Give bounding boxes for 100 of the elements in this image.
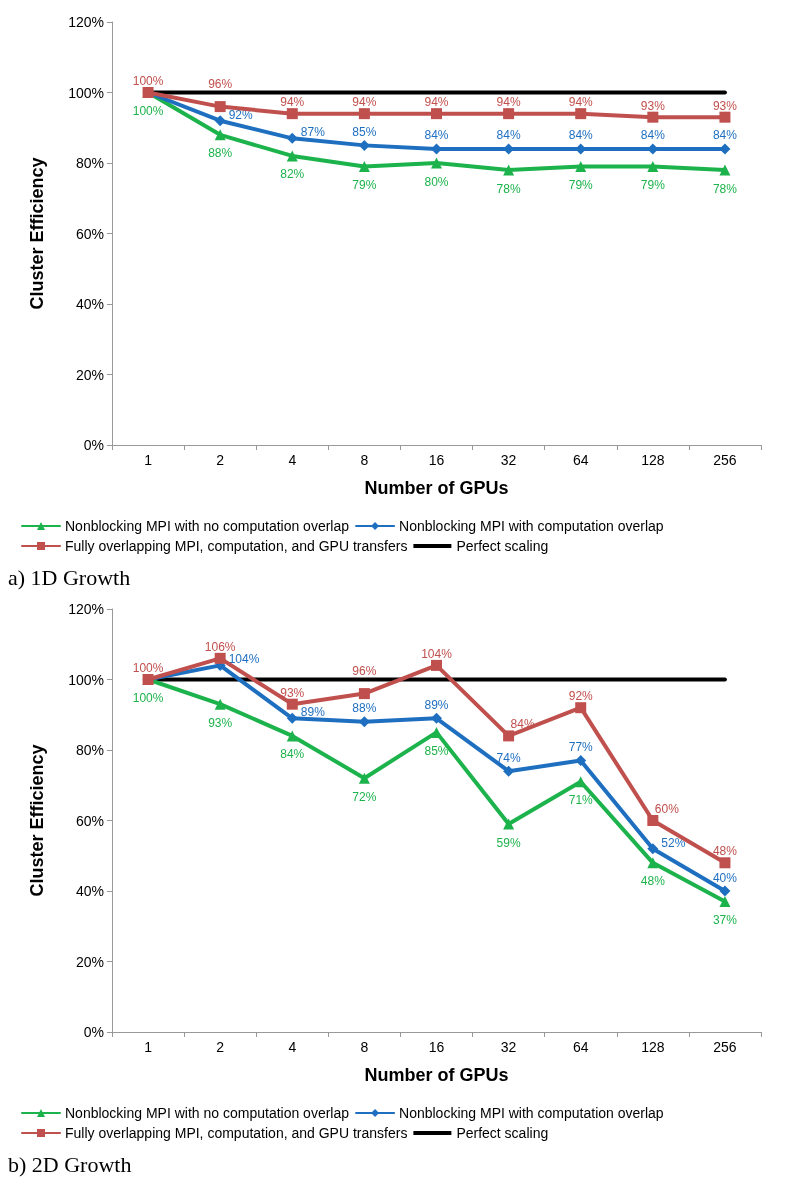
data-label: 60% — [654, 802, 680, 816]
data-label: 74% — [496, 750, 521, 765]
data-label: 104% — [228, 652, 260, 667]
data-label: 52% — [661, 835, 686, 850]
data-label: 96% — [208, 77, 233, 91]
x-tick-label: 2 — [216, 452, 225, 468]
data-label: 93% — [712, 98, 738, 113]
point — [575, 108, 587, 120]
x-tick-label: 32 — [500, 1039, 517, 1055]
legend-label: Nonblocking MPI with no computation overlap — [65, 518, 350, 534]
x-tick-label: 256 — [713, 1039, 737, 1055]
y-tick-label: 60% — [75, 812, 104, 829]
data-label: 87% — [300, 125, 326, 140]
x-tick-label: 2 — [216, 1039, 225, 1055]
x-tick-label: 8 — [360, 452, 369, 468]
point — [503, 730, 515, 742]
data-label: 88% — [208, 146, 233, 161]
point — [503, 164, 515, 176]
data-label: 85% — [424, 743, 449, 758]
x-tick-label: 4 — [288, 452, 297, 468]
data-label: 94% — [424, 95, 449, 110]
y-tick-label: 40% — [75, 296, 104, 312]
data-label: 100% — [132, 691, 164, 705]
text: a) 1D Growth — [8, 564, 131, 590]
data-label: 94% — [280, 95, 305, 110]
data-label: 104% — [421, 646, 453, 661]
point — [647, 857, 659, 869]
data-label: 84% — [424, 128, 449, 143]
x-axis-title: Number of GPUs — [364, 1065, 509, 1085]
data-label: 71% — [568, 793, 594, 808]
point — [503, 765, 515, 777]
y-tick-label: 0% — [83, 437, 104, 453]
data-label: 93% — [208, 715, 233, 730]
point — [503, 818, 515, 830]
point — [431, 157, 442, 169]
text: b) 2D Growth — [8, 1151, 132, 1177]
data-label: 78% — [712, 181, 738, 196]
legend-label: Nonblocking MPI with computation overlap — [399, 1105, 664, 1121]
data-label: 100% — [132, 74, 164, 88]
point — [719, 885, 731, 897]
data-label: 79% — [640, 178, 666, 193]
data-label: 84% — [712, 128, 738, 143]
legend-label: Fully overlapping MPI, computation, and GPU transfers — [65, 538, 408, 554]
y-tick-label: 20% — [75, 953, 104, 970]
point — [358, 161, 370, 173]
data-label: 85% — [352, 124, 377, 139]
point — [647, 111, 659, 123]
point — [358, 688, 370, 700]
point — [431, 712, 442, 724]
y-tick-label: 60% — [75, 225, 104, 242]
point — [286, 730, 298, 742]
point — [286, 132, 298, 144]
data-label: 84% — [568, 128, 594, 143]
point — [575, 161, 587, 173]
x-tick-label: 1 — [144, 452, 153, 468]
point — [214, 652, 226, 664]
y-tick-label: 100% — [68, 671, 104, 688]
x-axis-title: Number of GPUs — [364, 478, 509, 498]
data-label: 92% — [228, 107, 254, 122]
point — [214, 115, 226, 127]
point — [719, 111, 731, 123]
data-label: 37% — [712, 913, 738, 928]
point — [719, 857, 731, 869]
point — [647, 843, 659, 855]
x-tick-label: 64 — [572, 452, 589, 468]
x-tick-label: 16 — [428, 1039, 445, 1055]
data-label: 48% — [712, 844, 738, 859]
data-label: 84% — [640, 128, 666, 143]
data-label: 89% — [300, 705, 326, 720]
y-axis-title: Cluster Efficiency — [27, 157, 47, 310]
data-label: 92% — [568, 689, 594, 704]
point — [286, 150, 298, 162]
data-label: 94% — [568, 95, 594, 110]
y-tick-label: 120% — [68, 14, 104, 30]
data-label: 78% — [496, 181, 521, 196]
x-tick-label: 32 — [500, 452, 517, 468]
point — [358, 108, 370, 120]
x-tick-label: 1 — [144, 1039, 153, 1055]
data-label: 89% — [424, 697, 449, 712]
x-tick-label: 8 — [360, 1039, 369, 1055]
data-label: 100% — [132, 661, 164, 675]
data-label: 106% — [204, 639, 236, 654]
data-label: 94% — [352, 95, 377, 110]
legend-label: Fully overlapping MPI, computation, and GPU transfers — [65, 1125, 408, 1141]
y-tick-label: 40% — [75, 883, 104, 899]
legend-label: Nonblocking MPI with computation overlap — [399, 518, 664, 534]
legend-label: Nonblocking MPI with no computation overlap — [65, 1105, 350, 1121]
legend-label: Perfect scaling — [456, 538, 549, 554]
point — [358, 772, 370, 784]
data-label: 93% — [280, 685, 305, 700]
x-tick-label: 128 — [641, 1039, 665, 1055]
data-label: 96% — [352, 664, 377, 678]
y-axis-title: Cluster Efficiency — [27, 744, 47, 897]
y-tick-label: 80% — [75, 742, 104, 758]
x-tick-label: 16 — [428, 452, 445, 468]
data-label: 84% — [496, 128, 521, 143]
data-label: 93% — [640, 98, 666, 113]
point — [358, 139, 370, 151]
data-label: 48% — [640, 874, 666, 889]
x-tick-label: 128 — [641, 452, 665, 468]
